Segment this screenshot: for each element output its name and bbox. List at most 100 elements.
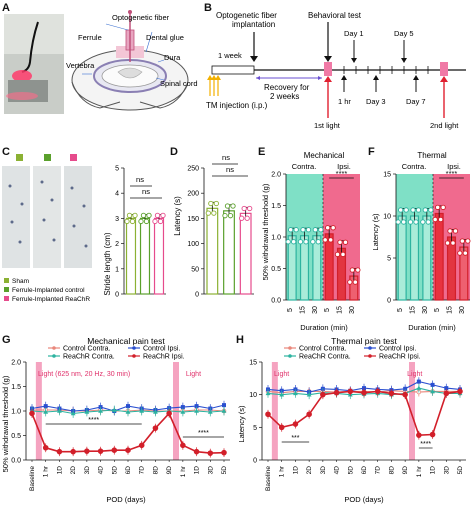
x-tick-label: 1 hr [416, 465, 423, 477]
bar [446, 236, 457, 301]
data-point [56, 448, 63, 455]
data-point [205, 210, 211, 216]
x-tick-label: 30 [459, 306, 466, 314]
label-recovery-2: 2 weeks [270, 92, 299, 101]
y-tick-label: 0 [253, 458, 257, 465]
panel-g: Mechanical pain test 0.0 0.5 1.0 1.5 2.0 Base… [1, 336, 230, 504]
label-implant: Optogenetic fiber [216, 11, 277, 20]
data-point [403, 207, 409, 213]
label-dura: Dura [164, 53, 181, 62]
fiber-cable [21, 21, 39, 73]
thermal-pain-chart: 0 5 10 15 Baseline 1 hr 1D 2D 3D 4D 5D 6D 7D 8D 9D 1 hr… [249, 346, 466, 491]
data-point [213, 200, 219, 207]
label-light-2: 2nd light [430, 121, 459, 130]
label-recovery: Recovery for [264, 83, 310, 92]
title-h: Thermal pain test [331, 336, 397, 346]
data-point [432, 216, 438, 223]
y-tick-label: 1 [115, 266, 119, 273]
panel-d: 0 50 100 150 200 250 Latency (s) ns ns [173, 153, 254, 299]
y-tick-label: 250 [187, 166, 199, 173]
legend-label: Control Ipsi. [379, 346, 416, 353]
bar [206, 207, 219, 295]
data-point [230, 203, 236, 209]
x-tick-label: Baseline [265, 466, 272, 491]
data-point [208, 200, 214, 207]
data-point [293, 390, 298, 396]
x-tick-label: 2D [70, 466, 77, 475]
data-point [285, 239, 291, 245]
y-tick-label: 0 [195, 292, 199, 299]
data-point [194, 404, 199, 409]
data-point [42, 444, 49, 451]
sig-stars: **** [446, 169, 458, 178]
legend-label: ReaChR Contra. [299, 354, 351, 361]
y-tick-label: 1.5 [11, 384, 21, 391]
y-tick-label: 50 [191, 266, 199, 273]
label-day7: Day 7 [406, 97, 426, 106]
data-point [160, 212, 166, 219]
y-tick-label: 15 [383, 172, 391, 179]
xlabel-e: Duration (min) [300, 323, 348, 332]
stride-length-chart: 0 1 2 3 4 5 [115, 166, 166, 299]
x-tick-label: 5 [324, 308, 331, 312]
bar [125, 217, 137, 295]
label-optogenetic-fiber: Optogenetic fiber [112, 13, 170, 22]
data-point [239, 215, 245, 221]
data-point [292, 421, 299, 427]
data-point [444, 240, 451, 246]
panel-letter-g: G [2, 334, 11, 346]
data-point [462, 250, 468, 256]
data-point [222, 213, 228, 219]
x-tick-label: 9D [166, 466, 173, 475]
data-point [211, 210, 217, 216]
title-f: Thermal [417, 151, 447, 160]
mechanical-duration-chart: 0.0 0.5 1.0 1.5 2.0 5 15 30 5 15 30 **** [271, 169, 361, 314]
x-tick-label: 6D [361, 466, 368, 475]
x-tick-label: 1 hr [180, 465, 187, 477]
legend-marker [132, 346, 136, 350]
bar [312, 235, 322, 301]
legend-label: ReaChR Contra. [63, 354, 115, 361]
panel-letter-f: F [368, 146, 375, 158]
data-point [138, 442, 145, 449]
panel-f: Thermal Contra. Ipsi. 0 5 10 15 5 15 30 5 15 30 **… [371, 151, 471, 332]
label-day5: Day 5 [394, 29, 414, 38]
data-point [143, 218, 150, 225]
data-point [154, 212, 161, 219]
light-label-1: Light [274, 371, 289, 378]
data-point [70, 410, 76, 416]
y-tick-label: 1.5 [271, 203, 281, 210]
x-tick-label: 5 [287, 308, 294, 312]
data-point [355, 267, 361, 273]
y-tick-label: 0.5 [11, 433, 21, 440]
ipsi-f: Ipsi. [447, 162, 461, 171]
data-point [180, 409, 186, 414]
panel-c: Sham Ferrule-Implanted control Ferrule-I… [2, 154, 166, 303]
data-point [429, 431, 436, 438]
data-point [413, 219, 419, 225]
ipsi-e: Ipsi. [337, 162, 351, 171]
data-point [193, 448, 200, 455]
y-tick-label: 150 [187, 216, 199, 223]
data-point [125, 447, 131, 453]
thermal-duration-chart: 0 5 10 15 5 15 30 5 15 30 **** [383, 169, 471, 314]
legend-marker [52, 354, 56, 358]
ferrule-glow [12, 70, 32, 82]
light-bar-2 [440, 62, 448, 76]
y-tick-label: 5 [115, 166, 119, 173]
bar [139, 217, 151, 295]
label-day1: Day 1 [344, 29, 364, 38]
data-point [374, 388, 381, 395]
x-tick-label: 1D [292, 466, 299, 475]
data-point [303, 239, 309, 245]
data-point [459, 238, 465, 244]
data-point [166, 410, 172, 417]
data-point [428, 207, 434, 213]
data-point [138, 218, 144, 225]
ylabel-f: Latency (s) [371, 213, 380, 251]
x-tick-label: 3D [207, 466, 214, 475]
tm-injection-arrows [207, 75, 221, 96]
data-point [325, 225, 331, 231]
data-point [244, 215, 250, 221]
data-point [333, 389, 340, 396]
